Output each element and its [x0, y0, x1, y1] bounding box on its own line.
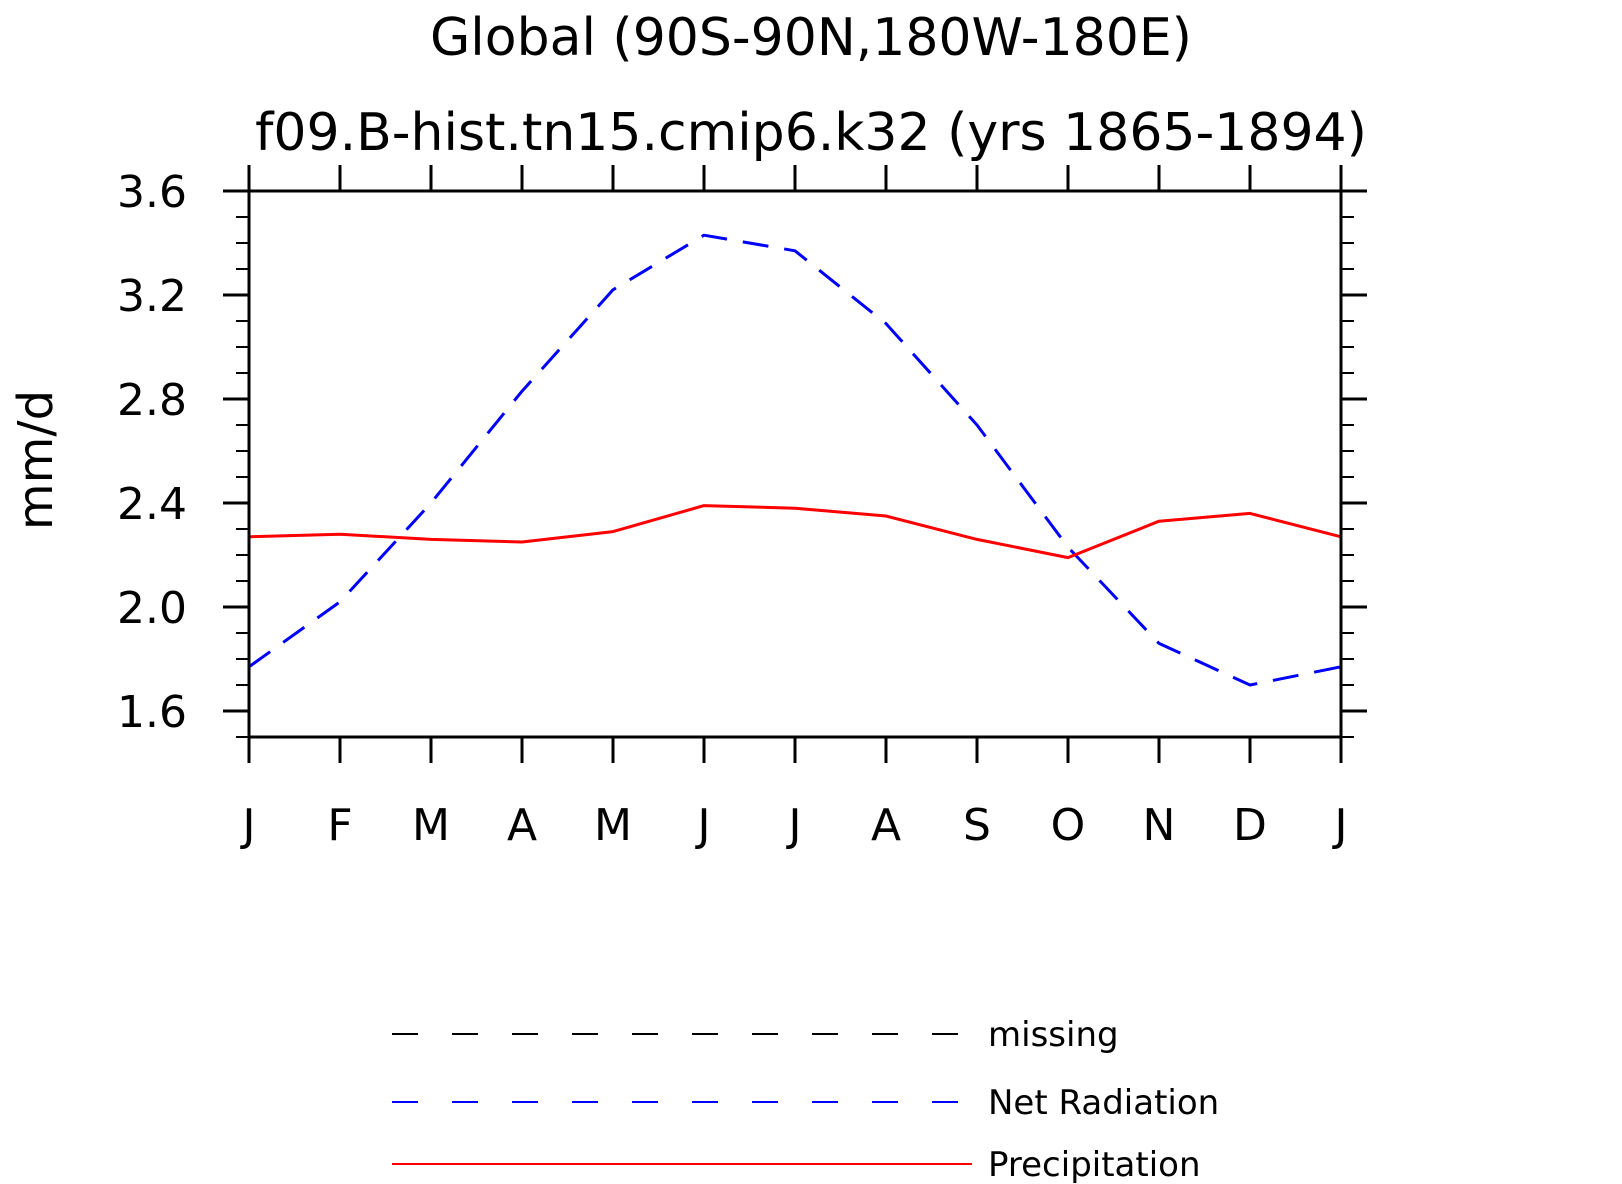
x-tick-label: A	[507, 800, 537, 851]
legend: missing Net Radiation Precipitation	[392, 1015, 1219, 1184]
chart-title: Global (90S-90N,180W-180E)	[430, 8, 1192, 68]
series-line-net-radiation	[248, 233, 1342, 687]
x-tick-label: M	[412, 800, 450, 851]
x-tick-label: A	[871, 800, 901, 851]
y-axis-label: mm/d	[8, 390, 64, 530]
x-tick-label: M	[594, 800, 632, 851]
x-tick-label: J	[695, 800, 711, 851]
x-tick-label: J	[786, 800, 802, 851]
x-tick-label: J	[240, 800, 256, 851]
x-tick-label: D	[1233, 800, 1267, 851]
x-tick-label: F	[327, 800, 352, 851]
y-tick-label: 2.0	[117, 583, 187, 634]
y-tick-label: 3.2	[117, 271, 187, 322]
x-tick-label: O	[1051, 800, 1086, 851]
x-tick-label: N	[1143, 800, 1176, 851]
series-line-precipitation	[248, 504, 1342, 560]
x-tick-label: S	[963, 800, 991, 851]
x-tick-label: J	[1332, 800, 1348, 851]
legend-label: Net Radiation	[988, 1083, 1219, 1123]
series-layer	[248, 233, 1342, 687]
y-tick-label: 2.4	[117, 479, 187, 530]
axes: 1.6 2.0 2.4 2.8 3.2 3.6 J F M A M J J A S O N D J	[117, 165, 1367, 851]
plot-frame	[247, 189, 1343, 739]
chart-subtitle: f09.B-hist.tn15.cmip6.k32 (yrs 1865-1894…	[255, 103, 1367, 163]
y-tick-label: 3.6	[117, 167, 187, 218]
legend-label: missing	[988, 1015, 1119, 1055]
y-tick-label: 1.6	[117, 687, 187, 738]
y-tick-label: 2.8	[117, 375, 187, 426]
legend-label: Precipitation	[988, 1145, 1201, 1184]
